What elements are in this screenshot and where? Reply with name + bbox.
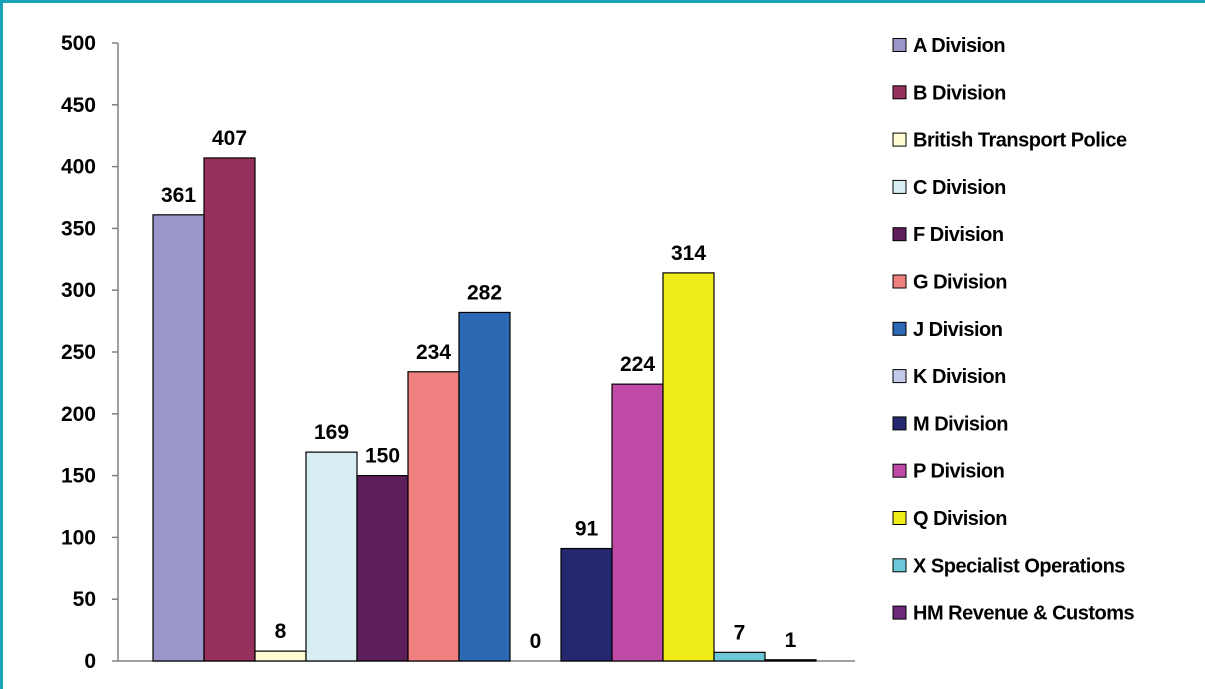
y-tick-label: 500 bbox=[61, 32, 96, 55]
legend-swatch-5 bbox=[892, 274, 907, 289]
y-tick-label: 400 bbox=[61, 156, 96, 179]
legend-swatch-11 bbox=[892, 558, 907, 573]
value-label-0: 361 bbox=[161, 184, 196, 207]
y-tick-label: 300 bbox=[61, 279, 96, 302]
legend-swatch-9 bbox=[892, 463, 907, 478]
value-label-3: 169 bbox=[314, 421, 349, 444]
legend-swatch-8 bbox=[892, 416, 907, 431]
bar-3 bbox=[305, 451, 358, 662]
legend: A Division B Division British Transport Po… bbox=[892, 35, 1135, 625]
value-label-11: 7 bbox=[734, 621, 746, 644]
bar-10 bbox=[662, 272, 715, 662]
legend-label-10: Q Division bbox=[913, 508, 1007, 530]
y-tick-label: 0 bbox=[84, 650, 96, 673]
legend-swatch-1 bbox=[892, 85, 907, 100]
bar-0 bbox=[152, 214, 205, 662]
y-tick-label: 200 bbox=[61, 403, 96, 426]
legend-swatch-0 bbox=[892, 38, 907, 52]
legend-label-9: P Division bbox=[913, 461, 1004, 483]
legend-label-7: K Division bbox=[913, 366, 1006, 388]
bar-1 bbox=[203, 157, 256, 662]
legend-swatch-10 bbox=[892, 511, 907, 525]
legend-label-5: G Division bbox=[913, 272, 1007, 294]
value-label-1: 407 bbox=[212, 127, 247, 150]
legend-label-0: A Division bbox=[913, 35, 1005, 57]
legend-swatch-6 bbox=[892, 321, 907, 336]
legend-swatch-4 bbox=[892, 227, 907, 242]
legend-swatch-12 bbox=[892, 605, 907, 620]
value-label-12: 1 bbox=[785, 629, 797, 652]
bar-2 bbox=[254, 650, 307, 662]
bar-12 bbox=[764, 659, 817, 662]
legend-label-11: X Specialist Operations bbox=[913, 555, 1125, 577]
legend-label-12: HM Revenue & Customs bbox=[913, 603, 1135, 625]
bars-group bbox=[152, 157, 817, 662]
bar-8 bbox=[560, 547, 613, 662]
y-tick-label: 450 bbox=[61, 94, 96, 117]
legend-label-4: F Division bbox=[913, 224, 1004, 246]
y-tick-label: 50 bbox=[73, 588, 96, 611]
bar-11 bbox=[713, 651, 766, 662]
value-label-9: 224 bbox=[620, 353, 655, 376]
y-tick-label: 100 bbox=[61, 526, 96, 549]
bar-6 bbox=[458, 311, 511, 662]
value-labels-group: 361 407 8 169 150 234 282 0 91 224 314 7 1 bbox=[161, 127, 797, 653]
value-label-8: 91 bbox=[575, 518, 599, 541]
bar-9 bbox=[611, 383, 664, 662]
legend-swatch-7 bbox=[892, 369, 907, 384]
legend-label-6: J Division bbox=[913, 319, 1002, 341]
value-label-6: 282 bbox=[467, 281, 502, 304]
value-label-7: 0 bbox=[530, 630, 542, 653]
value-label-5: 234 bbox=[416, 341, 451, 364]
y-tick-label: 350 bbox=[61, 217, 96, 240]
value-label-10: 314 bbox=[671, 242, 706, 265]
legend-label-3: C Division bbox=[913, 177, 1006, 199]
legend-swatch-3 bbox=[892, 179, 907, 194]
legend-label-2: British Transport Police bbox=[913, 130, 1127, 152]
y-tick-label: 150 bbox=[61, 465, 96, 488]
value-label-2: 8 bbox=[275, 620, 287, 643]
y-tick-label: 250 bbox=[61, 341, 96, 364]
legend-swatch-2 bbox=[892, 132, 907, 147]
bar-4 bbox=[356, 475, 409, 662]
value-label-4: 150 bbox=[365, 445, 400, 468]
legend-label-1: B Division bbox=[913, 82, 1006, 104]
bar-5 bbox=[407, 371, 460, 662]
legend-label-8: M Division bbox=[913, 413, 1008, 435]
